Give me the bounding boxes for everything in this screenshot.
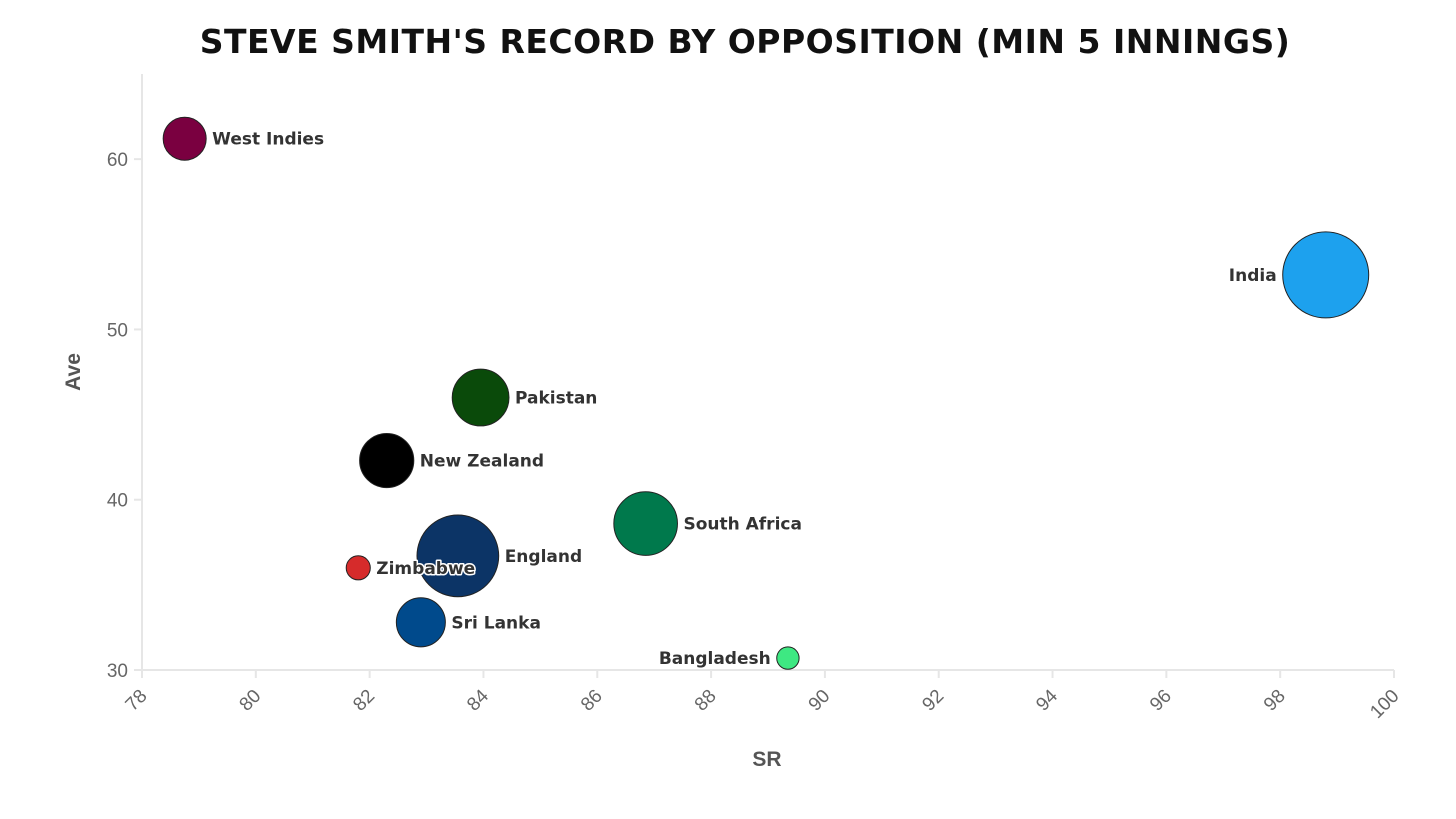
bubble-south-africa[interactable] xyxy=(613,491,678,556)
point-label: South Africa xyxy=(683,515,802,535)
x-tick-label: 100 xyxy=(1366,686,1403,723)
x-tick-label: 80 xyxy=(236,686,266,716)
point-label: Sri Lanka xyxy=(451,613,541,633)
y-axis-title: Ave xyxy=(62,353,85,391)
x-tick-label: 86 xyxy=(577,686,607,716)
bubble-sri-lanka[interactable] xyxy=(395,597,446,648)
point-label: England xyxy=(505,547,582,567)
point-label: Pakistan xyxy=(515,389,597,409)
bubble-west-indies[interactable] xyxy=(162,116,207,161)
point-label: New Zealand xyxy=(420,452,544,472)
x-tick-label: 92 xyxy=(918,686,948,716)
x-tick-label: 96 xyxy=(1146,686,1176,716)
bubble-zimbabwe[interactable] xyxy=(345,555,371,581)
y-tick-label: 50 xyxy=(107,320,128,341)
y-tick-label: 60 xyxy=(107,150,128,171)
x-tick-label: 94 xyxy=(1032,685,1062,715)
x-tick-label: 84 xyxy=(463,685,493,715)
point-label: Zimbabwe xyxy=(376,559,475,579)
point-label: West Indies xyxy=(212,130,324,150)
bubble-bangladesh[interactable] xyxy=(776,646,800,670)
y-tick-label: 30 xyxy=(107,661,128,682)
x-tick-label: 78 xyxy=(122,686,152,716)
x-tick-label: 98 xyxy=(1260,686,1290,716)
chart-title: Steve Smith's record by opposition (min … xyxy=(199,22,1291,61)
bubble-pakistan[interactable] xyxy=(451,368,510,427)
bubble-england[interactable] xyxy=(416,514,500,598)
x-axis-title: SR xyxy=(752,748,781,771)
x-tick-label: 82 xyxy=(349,686,379,716)
y-tick-label: 40 xyxy=(107,491,128,512)
point-label: India xyxy=(1229,266,1277,286)
x-tick-label: 88 xyxy=(691,686,721,716)
bubble-india[interactable] xyxy=(1282,231,1370,319)
bubble-new-zealand[interactable] xyxy=(359,432,415,489)
x-tick-label: 90 xyxy=(805,686,835,716)
point-label: Bangladesh xyxy=(659,649,771,669)
